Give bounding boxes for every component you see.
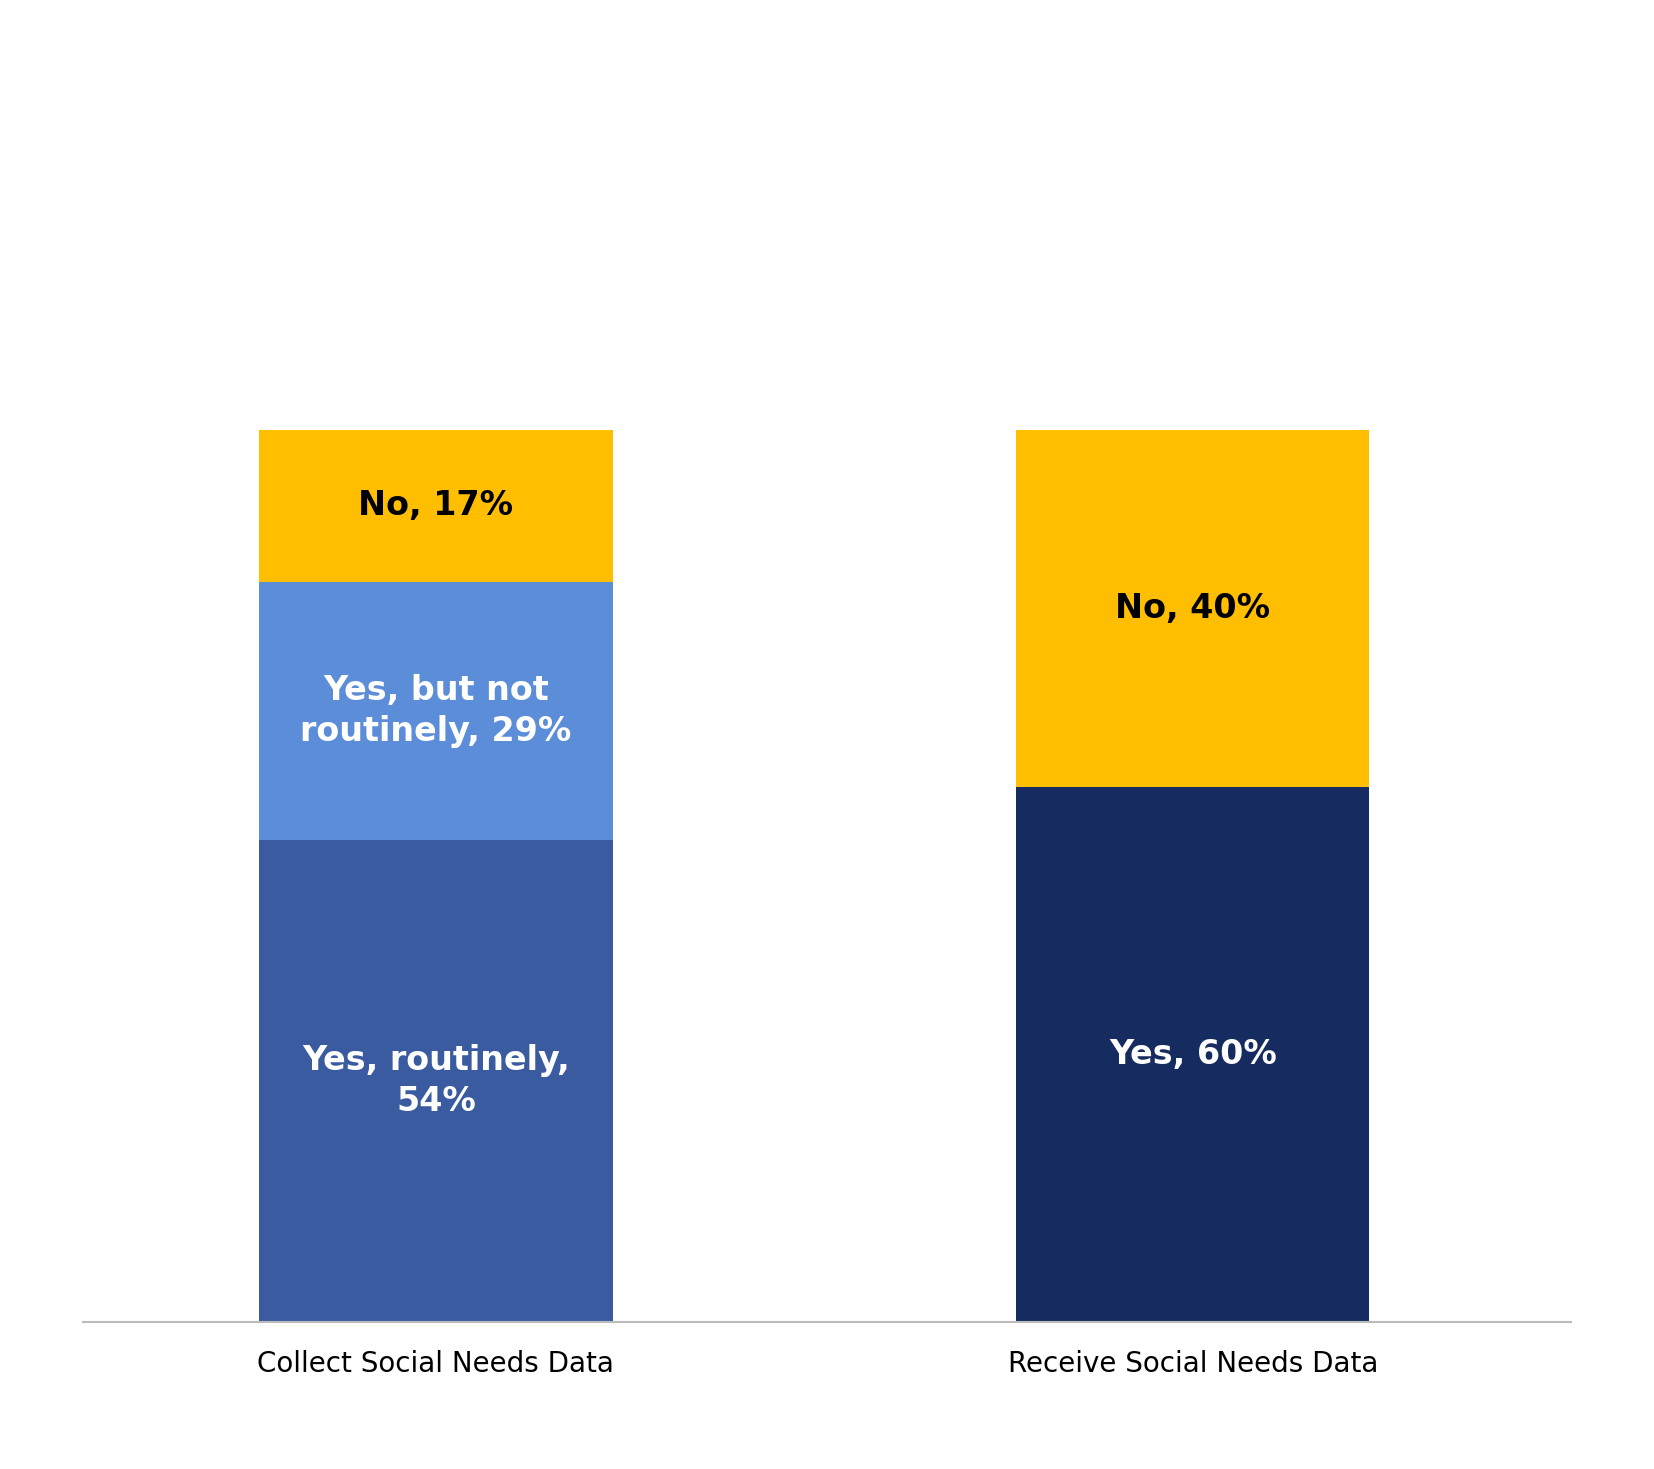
Bar <box>260 582 612 840</box>
Bar <box>260 840 612 1322</box>
Text: No, 17%: No, 17% <box>359 489 513 521</box>
Text: Yes, 60%: Yes, 60% <box>1108 1039 1277 1071</box>
Text: No, 40%: No, 40% <box>1115 592 1270 624</box>
Bar <box>260 430 612 582</box>
Bar <box>1016 787 1370 1322</box>
Bar <box>1016 430 1370 787</box>
Text: Yes, routinely,
54%: Yes, routinely, 54% <box>303 1044 569 1118</box>
Text: Yes, but not
routinely, 29%: Yes, but not routinely, 29% <box>301 674 572 748</box>
